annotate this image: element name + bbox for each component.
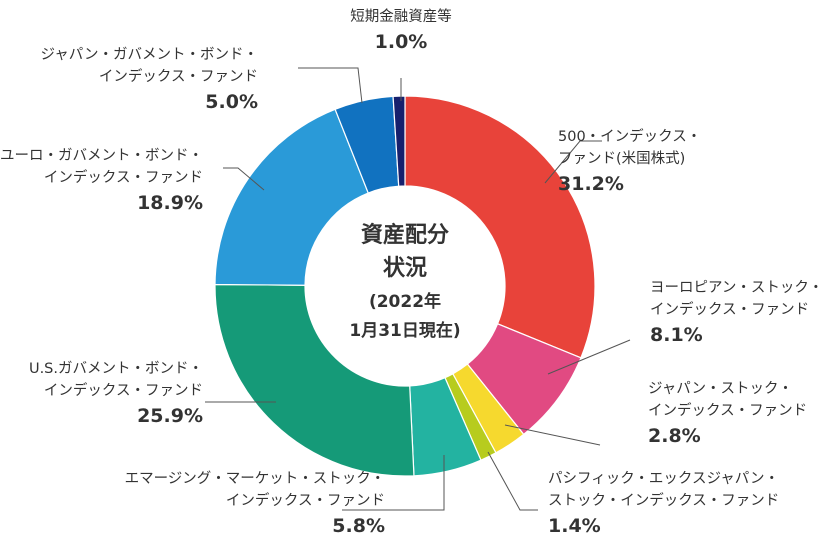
label-europe-stock-line-2: インデックス・ファンド [650, 300, 809, 318]
label-euro-gov-bond-percent: 18.9% [137, 192, 203, 214]
donut-slices [214, 95, 596, 477]
label-pacific-ex-japan: パシフィック・エックスジャパン・ストック・インデックス・ファンド 1.4% [548, 470, 779, 537]
label-pacific-ex-japan-percent: 1.4% [548, 515, 601, 537]
center-title-line-2: 状況 [383, 256, 427, 281]
label-us-gov-bond: U.S.ガバメント・ボンド・インデックス・ファンド 25.9% [29, 360, 203, 427]
center-date-line-2: 1月31日現在) [349, 320, 460, 341]
label-emerging: エマージング・マーケット・ストック・インデックス・ファンド 5.8% [125, 470, 385, 537]
label-us-gov-bond-percent: 25.9% [137, 405, 203, 427]
leader-lines [205, 67, 631, 511]
label-japan-stock-percent: 2.8% [648, 425, 701, 447]
label-euro-gov-bond-line-1: ユーロ・ガバメント・ボンド・ [0, 147, 203, 164]
leader-line-europe-stock [547, 339, 631, 375]
leader-line-euro-gov-bond [223, 167, 265, 191]
label-emerging-percent: 5.8% [332, 515, 385, 537]
leader-line-sp500 [544, 140, 602, 184]
label-pacific-ex-japan-line-1: パシフィック・エックスジャパン・ [548, 470, 779, 487]
center-title-line-1: 資産配分 [361, 222, 449, 248]
label-sp500: 500・インデックス・ファンド(米国株式) 31.2% [558, 127, 701, 195]
slice-euro-gov-bond [214, 108, 370, 286]
label-sp500-line-1: 500・インデックス・ [558, 127, 701, 145]
leader-line-pacific-ex-japan [487, 451, 538, 511]
label-japan-stock: ジャパン・ストック・インデックス・ファンド 2.8% [648, 380, 807, 447]
label-japan-gov-bond-line-2: インデックス・ファンド [99, 67, 258, 85]
label-short-term-line-1: 短期金融資産等 [350, 7, 452, 25]
leader-line-japan-gov-bond [298, 67, 363, 104]
label-sp500-line-2: ファンド(米国株式) [558, 150, 685, 167]
leader-line-emerging [342, 455, 445, 511]
label-sp500-percent: 31.2% [558, 173, 624, 195]
label-europe-stock: ヨーロピアン・ストック・インデックス・ファンド 8.1% [650, 279, 823, 346]
label-europe-stock-percent: 8.1% [650, 324, 703, 346]
label-euro-gov-bond: ユーロ・ガバメント・ボンド・インデックス・ファンド 18.9% [0, 147, 203, 214]
label-us-gov-bond-line-2: インデックス・ファンド [44, 381, 203, 399]
center-date-line-1: (2022年 [369, 291, 441, 312]
leader-line-japan-stock [504, 424, 601, 446]
donut-center: 資産配分 状況 (2022年 1月31日現在) [349, 222, 460, 341]
label-japan-gov-bond: ジャパン・ガバメント・ボンド・インデックス・ファンド 5.0% [41, 46, 259, 113]
label-pacific-ex-japan-line-2: ストック・インデックス・ファンド [548, 491, 779, 509]
label-japan-gov-bond-line-1: ジャパン・ガバメント・ボンド・ [41, 46, 259, 63]
slice-us-gov-bond [214, 283, 415, 477]
label-euro-gov-bond-line-2: インデックス・ファンド [44, 168, 203, 186]
label-us-gov-bond-line-1: U.S.ガバメント・ボンド・ [29, 360, 203, 377]
label-short-term-percent: 1.0% [375, 31, 428, 53]
label-europe-stock-line-1: ヨーロピアン・ストック・ [650, 279, 823, 296]
label-short-term: 短期金融資産等 1.0% [350, 7, 452, 53]
slice-labels: 500・インデックス・ファンド(米国株式) 31.2%ヨーロピアン・ストック・イン… [0, 7, 823, 537]
label-japan-stock-line-1: ジャパン・ストック・ [648, 380, 793, 397]
slice-sp500 [404, 95, 596, 359]
label-emerging-line-1: エマージング・マーケット・ストック・ [125, 470, 385, 487]
slice-short-term [392, 95, 406, 187]
label-japan-gov-bond-percent: 5.0% [205, 91, 258, 113]
label-japan-stock-line-2: インデックス・ファンド [648, 401, 807, 419]
label-emerging-line-2: インデックス・ファンド [226, 491, 385, 509]
